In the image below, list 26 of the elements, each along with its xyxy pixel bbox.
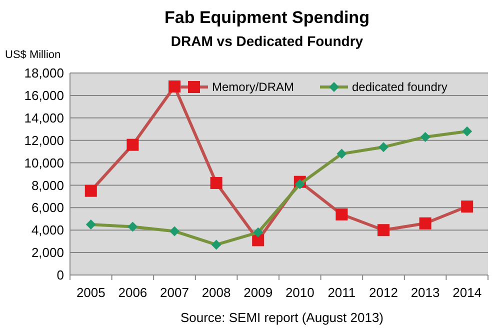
x-tick-label: 2014: [452, 285, 482, 300]
x-tick-label: 2010: [285, 285, 314, 300]
y-tick-label: 14,000: [24, 110, 64, 126]
x-tick-label: 2013: [410, 285, 440, 300]
y-tick-label: 10,000: [24, 155, 64, 170]
x-tick-label: 2006: [118, 285, 148, 300]
y-tick-label: 8,000: [31, 178, 64, 193]
y-axis-title: US$ Million: [5, 49, 61, 61]
x-tick-label: 2012: [369, 285, 398, 300]
x-tick-label: 2009: [244, 285, 273, 300]
y-tick-label: 16,000: [24, 88, 64, 103]
source-note: Source: SEMI report (August 2013): [180, 310, 384, 325]
y-tick-label: 18,000: [24, 66, 64, 81]
legend-label: dedicated foundry: [352, 80, 448, 94]
chart-title: Fab Equipment Spending: [164, 8, 370, 27]
x-tick-label: 2008: [202, 285, 231, 300]
y-tick-label: 2,000: [31, 245, 64, 260]
y-tick-label: 12,000: [24, 132, 64, 148]
x-tick-label: 2007: [160, 285, 189, 300]
chart-subtitle: DRAM vs Dedicated Foundry: [170, 33, 364, 49]
legend-label: Memory/DRAM: [212, 80, 294, 94]
y-tick-label: 0: [56, 268, 64, 283]
x-tick-label: 2011: [328, 285, 356, 300]
x-tick-label: 2005: [76, 285, 106, 300]
y-tick-label: 4,000: [31, 222, 64, 238]
y-tick-label: 6,000: [31, 200, 64, 216]
